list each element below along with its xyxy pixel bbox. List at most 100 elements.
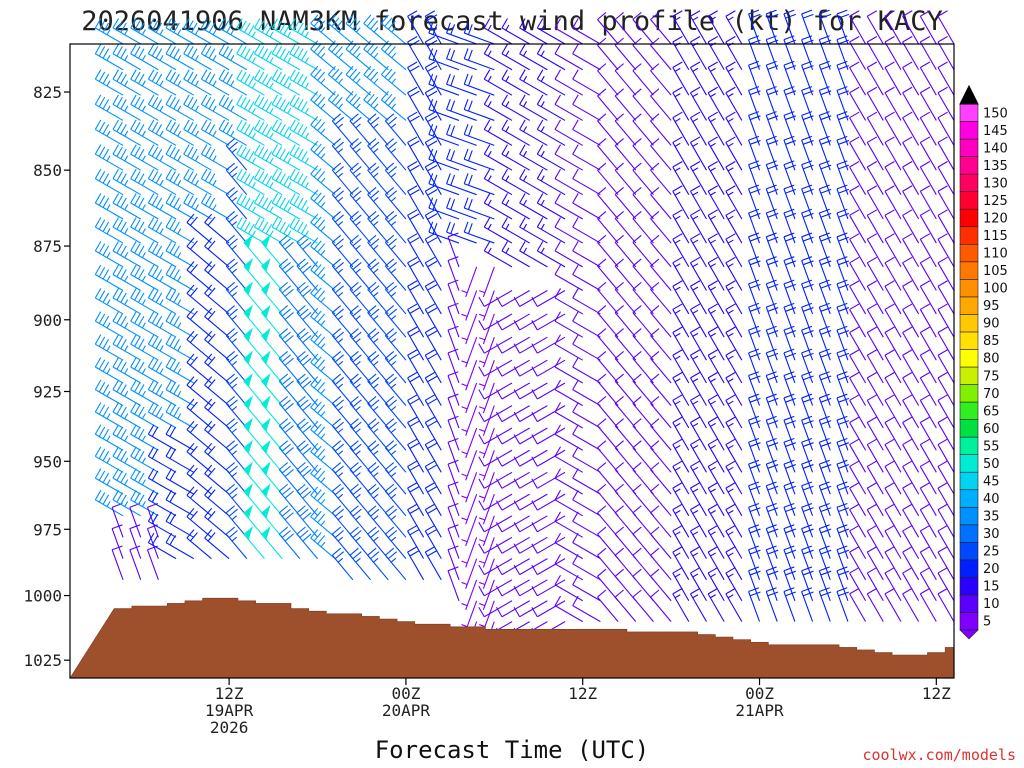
wind-barb: [165, 18, 195, 45]
wind-barb: [690, 233, 707, 268]
wind-barb: [501, 69, 530, 96]
wind-barb: [225, 186, 248, 220]
wind-barb: [884, 303, 902, 338]
wind-barb: [424, 438, 442, 473]
wind-barb: [572, 168, 601, 196]
wind-barb: [801, 86, 814, 121]
wind-barb: [407, 326, 425, 361]
wind-barb: [424, 256, 442, 291]
plot-area: [70, 44, 954, 678]
wind-barb: [650, 88, 672, 121]
wind-barb: [310, 507, 336, 538]
wind-barb: [349, 211, 371, 244]
wind-barb: [130, 168, 159, 196]
wind-barb: [866, 546, 884, 581]
wind-barb: [690, 280, 707, 315]
wind-barb: [572, 217, 601, 244]
wind-barb: [902, 524, 920, 559]
wind-barb: [572, 532, 601, 560]
wind-barb: [937, 209, 955, 244]
wind-barb: [690, 10, 707, 45]
wind-barb: [919, 503, 937, 538]
wind-barb: [253, 43, 283, 71]
wind-barb: [289, 119, 318, 146]
wind-barb: [572, 94, 601, 121]
wind-barb: [367, 234, 389, 268]
wind-barb: [513, 600, 548, 618]
wind-barb: [278, 305, 301, 338]
wind-barb: [183, 144, 212, 171]
wind-barb: [572, 288, 601, 315]
wind-barb: [112, 193, 141, 220]
wind-barb: [937, 185, 955, 220]
wind-barb: [94, 69, 124, 96]
wind-barb: [200, 144, 230, 171]
wind-barb: [331, 396, 354, 429]
colorbar-label: 130: [983, 176, 1008, 191]
wind-barb: [725, 10, 743, 45]
wind-barb: [919, 209, 937, 244]
wind-barb: [253, 69, 283, 96]
wind-barb: [461, 450, 478, 481]
wind-barb: [902, 394, 920, 429]
wind-barb: [147, 532, 177, 560]
wind-barb: [225, 281, 248, 315]
wind-barb: [597, 440, 619, 473]
wind-barb: [513, 359, 548, 377]
wind-barb: [725, 86, 743, 121]
wind-barb: [94, 490, 124, 517]
wind-barb: [614, 11, 637, 45]
wind-barb: [479, 515, 495, 547]
wind-barb: [483, 168, 513, 196]
wind-barb: [818, 587, 832, 622]
wind-barb: [463, 148, 495, 171]
wind-barb: [632, 462, 654, 495]
wind-barb: [447, 256, 460, 291]
wind-barb: [183, 94, 212, 121]
wind-barb: [407, 160, 425, 195]
wind-barb: [783, 35, 796, 70]
colorbar-label: 85: [983, 334, 1000, 349]
wind-barb: [801, 481, 814, 517]
wind-barb: [478, 359, 513, 377]
colorbar-swatch: [959, 349, 979, 368]
wind-barb: [707, 460, 725, 495]
wind-barb: [748, 481, 761, 517]
wind-barb: [554, 193, 583, 220]
wind-barb: [407, 482, 425, 517]
wind-barb: [690, 482, 707, 517]
wind-barb: [147, 94, 177, 121]
x-tick-label: 00Z: [391, 684, 420, 703]
wind-barb: [271, 43, 301, 71]
wind-barb: [572, 18, 601, 45]
wind-barb: [650, 186, 672, 220]
wind-barb: [428, 197, 460, 220]
wind-barb: [884, 326, 902, 361]
wind-barb: [165, 468, 195, 495]
wind-barb: [446, 173, 477, 196]
wind-barb: [349, 113, 371, 146]
wind-barb: [632, 258, 654, 291]
colorbar-swatch: [959, 331, 979, 350]
wind-barb: [225, 373, 248, 406]
wind-barb: [690, 524, 707, 559]
wind-barb: [650, 138, 672, 171]
wind-barb: [130, 69, 159, 96]
wind-barb: [884, 546, 902, 581]
wind-barb: [572, 311, 601, 338]
wind-barb: [937, 36, 955, 70]
wind-barb: [818, 502, 832, 538]
wind-barb: [130, 119, 159, 146]
wind-barb: [707, 503, 725, 538]
wind-barb: [204, 507, 230, 538]
wind-barb: [424, 36, 442, 70]
wind-barb: [707, 303, 725, 338]
wind-barb: [614, 440, 637, 473]
wind-barb: [818, 481, 832, 517]
wind-barb: [407, 256, 425, 291]
wind-barb: [783, 587, 796, 622]
wind-barb: [919, 303, 937, 338]
wind-barb: [261, 395, 283, 429]
wind-barb: [483, 69, 513, 96]
wind-barb: [428, 221, 460, 244]
